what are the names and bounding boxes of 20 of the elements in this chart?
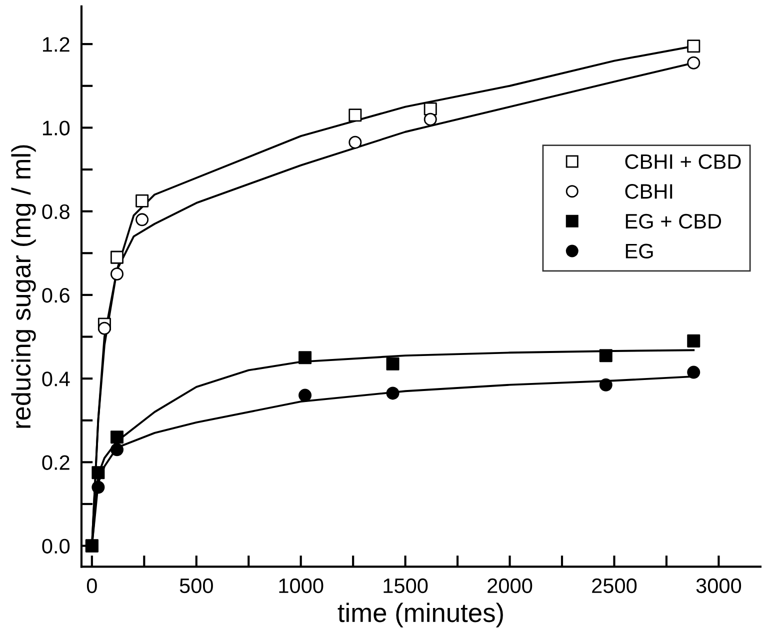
legend-label: CBHI xyxy=(625,184,672,199)
legend-label: EG xyxy=(626,244,653,258)
y-tick-label: 0.6 xyxy=(42,288,70,303)
legend-label: CBHI + CBD xyxy=(625,154,741,169)
x-tick-label: 2500 xyxy=(592,578,637,594)
legend-label: EG + CBD xyxy=(626,214,722,229)
x-axis-title: time (minutes) xyxy=(338,602,503,628)
y-tick-label: 0.4 xyxy=(42,372,70,386)
x-tick-label: 1500 xyxy=(384,578,428,594)
x-tick-label: 500 xyxy=(180,578,213,594)
x-tick-label: 2000 xyxy=(488,578,532,594)
x-tick-label: 0 xyxy=(86,578,97,594)
x-tick-label: 3000 xyxy=(696,578,742,594)
y-tick-label: 0.2 xyxy=(42,455,70,470)
y-tick-label: 1.0 xyxy=(43,120,70,136)
y-tick-label: 0.8 xyxy=(42,204,70,220)
y-axis-title: reducing sugar (mg / ml) xyxy=(11,145,36,428)
y-tick-label: 1.2 xyxy=(43,37,70,52)
x-tick-label: 1000 xyxy=(279,578,324,594)
y-tick-label: 0.0 xyxy=(42,538,70,554)
